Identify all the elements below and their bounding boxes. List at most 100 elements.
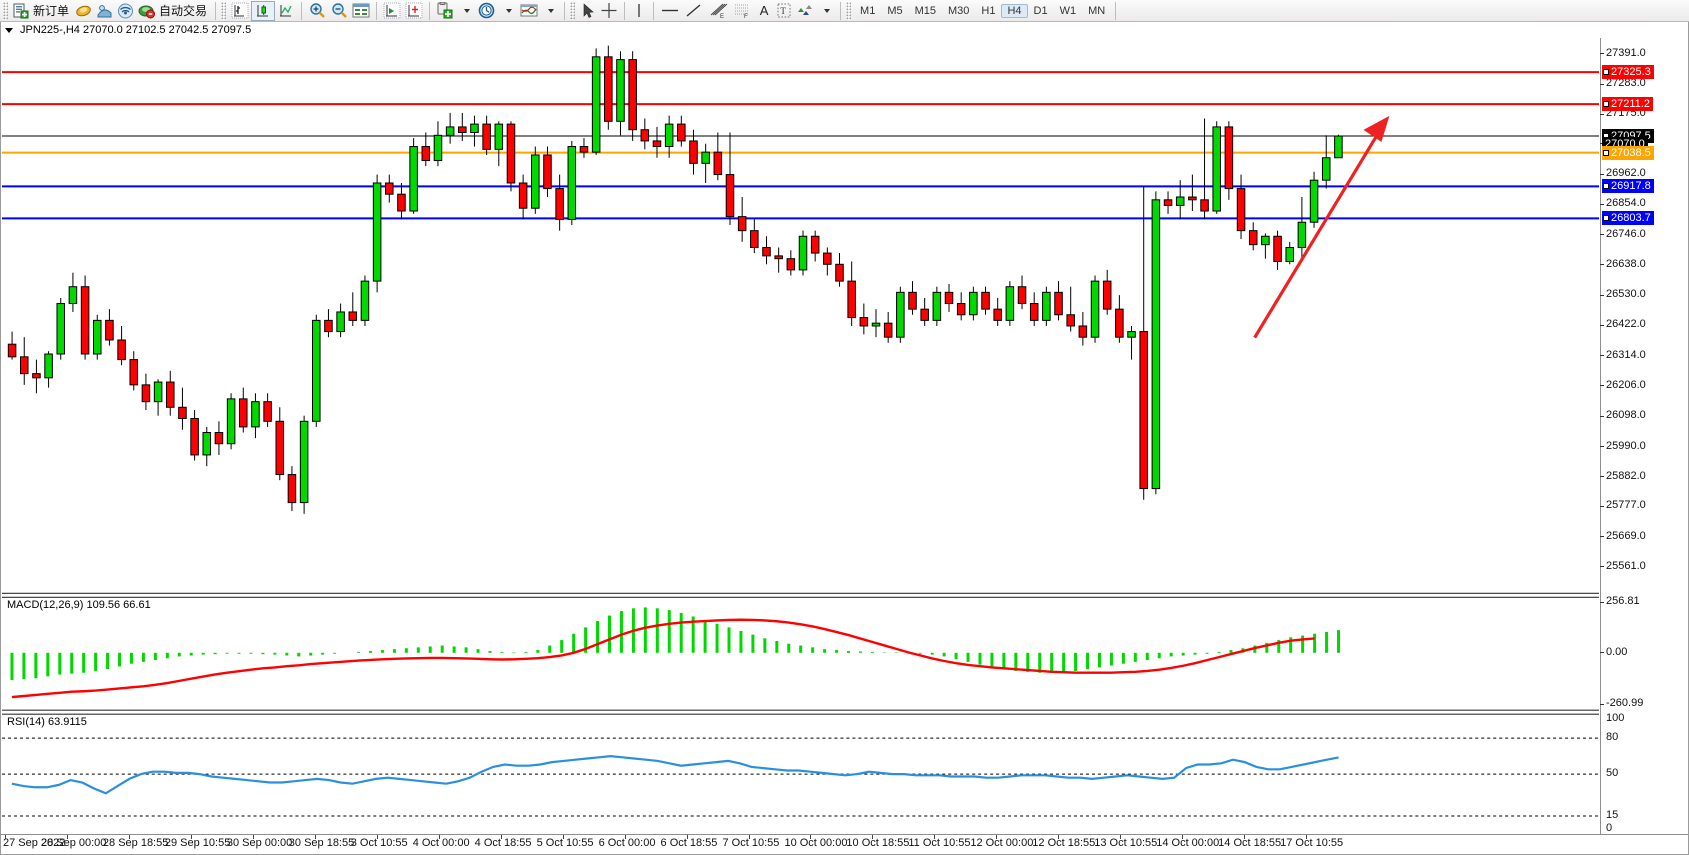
pane-separator-2	[2, 709, 1599, 715]
crosshair-icon[interactable]	[598, 1, 620, 21]
shift-chart-icon[interactable]	[381, 1, 403, 21]
timeframe-m5[interactable]: M5	[887, 4, 903, 17]
time-tick-label: 12 Oct 00:00	[970, 837, 1034, 849]
level-handle[interactable]	[1603, 183, 1609, 190]
time-tick-label: 17 Oct 10:55	[1280, 837, 1344, 849]
data-window-icon[interactable]	[350, 1, 372, 21]
timeframe-h1[interactable]: H1	[981, 4, 996, 17]
zoom-in-icon[interactable]	[306, 1, 328, 21]
time-tick-label: 30 Sep 00:00	[226, 837, 293, 849]
wireless-icon[interactable]	[115, 1, 136, 21]
toolbar-separator-5	[564, 1, 566, 20]
timeframe-d1[interactable]: D1	[1033, 4, 1048, 17]
svg-text:E: E	[720, 14, 724, 19]
rsi-level-lines	[2, 737, 1599, 817]
time-axis[interactable]: 27 Sep 2022 28 Sep 00:00 28 Sep 18:55 29 Se…	[1, 834, 1688, 854]
toolbar-grip[interactable]	[3, 1, 8, 20]
svg-text:T: T	[780, 6, 786, 16]
objects-icon[interactable]	[518, 1, 540, 21]
price-level-value: 27325.3	[1611, 66, 1651, 79]
time-tick	[66, 835, 68, 839]
price-level-label-support[interactable]: 26917.8	[1602, 179, 1654, 194]
indicators-icon[interactable]	[434, 1, 456, 21]
level-handle[interactable]	[1603, 149, 1609, 156]
trendline-icon[interactable]	[682, 1, 706, 21]
toolbar-separator-2	[301, 1, 303, 20]
time-tick	[748, 835, 750, 839]
timeframe-w1[interactable]: W1	[1059, 4, 1077, 17]
time-tick	[128, 835, 130, 839]
text-icon[interactable]: A	[759, 3, 769, 18]
timeframe-m1[interactable]: M1	[860, 4, 876, 17]
price-level-label-resistance[interactable]: 27325.3	[1602, 65, 1654, 80]
time-tick	[314, 835, 316, 839]
time-tick-label: 11 Oct 10:55	[908, 837, 971, 849]
chart-plot-area[interactable]: MACD(12,26,9) 109.56 66.61 RSI(14) 63.91…	[2, 38, 1599, 854]
time-tick-label: 29 Sep 10:55	[164, 837, 231, 849]
zoom-out-icon[interactable]	[328, 1, 350, 21]
chevron-down-icon[interactable]	[456, 1, 476, 21]
fibonacci-icon[interactable]: E	[706, 1, 730, 21]
time-tick-label: 7 Oct 10:55	[722, 837, 780, 849]
chevron-down-icon-2[interactable]	[498, 1, 518, 21]
cursor-icon[interactable]	[578, 1, 598, 21]
timeframe-m15[interactable]: M15	[914, 4, 936, 17]
time-tick	[1244, 835, 1246, 839]
price-level-label-bid[interactable]: 27038.5	[1602, 145, 1654, 160]
time-tick-label: 14 Oct 18:55	[1218, 837, 1282, 849]
line-chart-icon[interactable]	[275, 1, 297, 21]
time-tick	[810, 835, 812, 839]
toolbar-grip-3[interactable]	[570, 1, 576, 20]
timeframe-mn[interactable]: MN	[1088, 4, 1106, 17]
pane-separator-1	[2, 592, 1599, 598]
auto-trading-button[interactable]: 自动交易	[159, 4, 208, 18]
autoscroll-icon[interactable]	[403, 1, 425, 21]
toolbar-separator-8	[840, 1, 842, 20]
price-level-label-resistance[interactable]: 27211.2	[1602, 97, 1653, 112]
rsi-line	[11, 755, 1339, 795]
bullish-arrow-annotation	[1253, 115, 1390, 339]
level-handle[interactable]	[1603, 101, 1609, 108]
new-order-button[interactable]: 新订单	[33, 4, 70, 18]
chevron-down-icon-3[interactable]	[540, 1, 560, 21]
time-tick-label: 28 Sep 00:00	[40, 837, 107, 849]
chart-canvas[interactable]	[2, 38, 1599, 854]
toolbar-separator-3	[376, 1, 378, 20]
svg-text:F: F	[744, 14, 748, 19]
collapse-triangle-icon[interactable]	[5, 27, 13, 33]
profiles-icon[interactable]	[94, 1, 115, 21]
price-scale[interactable]: 27391.027283.027175.027070.026962.026854…	[1600, 38, 1688, 854]
toolbar-separator-6	[624, 1, 626, 20]
fibonacci-fan-icon[interactable]: F	[730, 1, 754, 21]
periods-icon[interactable]	[476, 1, 498, 21]
text-label-icon[interactable]: T	[774, 1, 794, 21]
symbol-ohlc-label: JPN225-,H4 27070.0 27102.5 27042.5 27097…	[20, 24, 252, 36]
chevron-down-icon-4[interactable]	[816, 1, 836, 21]
vertical-line-icon[interactable]	[629, 1, 649, 21]
toolbar-separator-9	[1115, 1, 1117, 20]
shapes-icon[interactable]	[794, 1, 816, 21]
time-tick-label: 28 Sep 18:55	[102, 837, 169, 849]
candlestick-chart-icon[interactable]	[251, 0, 276, 21]
time-tick	[190, 835, 192, 839]
toolbar-grip-2[interactable]	[221, 1, 227, 20]
time-tick-label: 6 Oct 00:00	[598, 837, 656, 849]
timeframe-m30[interactable]: M30	[948, 4, 970, 17]
time-tick	[562, 835, 564, 839]
time-tick-label: 12 Oct 18:55	[1032, 837, 1096, 849]
time-tick-label: 6 Oct 18:55	[660, 837, 718, 849]
level-handle[interactable]	[1603, 215, 1609, 222]
horizontal-line-icon[interactable]	[658, 1, 682, 21]
toolbar-grip-4[interactable]	[846, 1, 852, 20]
time-tick	[872, 835, 874, 839]
price-level-label-support[interactable]: 26803.7	[1602, 211, 1654, 226]
new-order-icon[interactable]	[11, 1, 31, 21]
timeframe-h4[interactable]: H4	[1001, 3, 1028, 18]
time-tick-label: 30 Sep 18:55	[288, 837, 355, 849]
expert-advisors-icon[interactable]	[136, 1, 157, 21]
time-tick	[438, 835, 440, 839]
bar-chart-icon[interactable]	[229, 1, 251, 21]
templates-icon[interactable]	[73, 1, 94, 21]
level-handle[interactable]	[1603, 69, 1609, 76]
price-level-value: 27038.5	[1611, 146, 1651, 159]
